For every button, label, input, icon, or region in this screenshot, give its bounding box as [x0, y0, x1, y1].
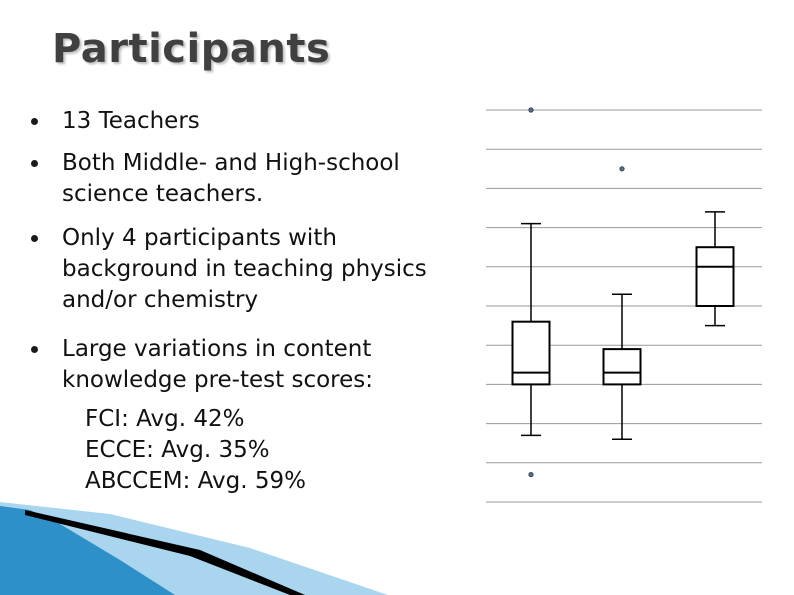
- bullet-text: 13 Teachers: [62, 108, 200, 134]
- bullet-text: Large variations in content knowledge pr…: [62, 336, 373, 393]
- score-item-abccem: ABCCEM: Avg. 59%: [85, 468, 307, 494]
- box-iqr: [511, 320, 551, 386]
- bullet-dot-icon: [31, 118, 38, 125]
- bullet-dot-icon: [31, 160, 38, 167]
- bullet-text: Only 4 participants with background in t…: [62, 225, 427, 313]
- bullet-item: Large variations in content knowledge pr…: [30, 334, 450, 396]
- box-iqr: [695, 246, 735, 307]
- box-iqr: [602, 348, 642, 386]
- bullet-dot-icon: [31, 346, 38, 353]
- decor-black-stripe: [25, 510, 305, 595]
- score-item-fci: FCI: Avg. 42%: [85, 406, 245, 432]
- score-list: FCI: Avg. 42% ECCE: Avg. 35% ABCCEM: Avg…: [85, 404, 306, 497]
- outlier-point: [619, 166, 625, 172]
- score-item-ecce: ECCE: Avg. 35%: [85, 437, 270, 463]
- bullet-list: 13 Teachers Both Middle- and High-school…: [30, 106, 450, 409]
- bullet-item: Both Middle- and High-school science tea…: [30, 148, 450, 210]
- slide-title: Participants: [52, 26, 331, 72]
- bullet-item: Only 4 participants with background in t…: [30, 223, 450, 316]
- decor-blue-swoosh: [0, 506, 175, 595]
- bullet-dot-icon: [31, 235, 38, 242]
- chart-boxes: [511, 107, 735, 478]
- outlier-point: [528, 107, 534, 113]
- bullet-item: 13 Teachers: [30, 106, 450, 137]
- bullet-text: Both Middle- and High-school science tea…: [62, 150, 400, 207]
- outlier-point: [528, 471, 534, 478]
